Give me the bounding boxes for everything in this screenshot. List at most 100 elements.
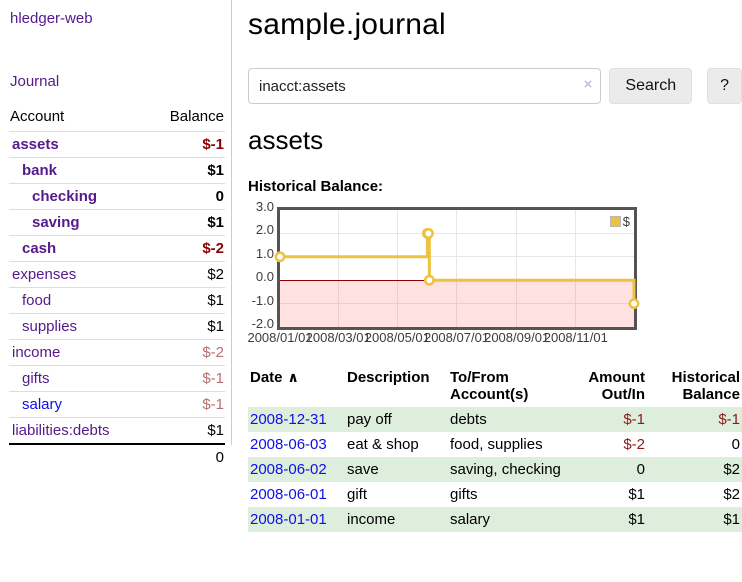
help-button[interactable]: ? bbox=[707, 68, 742, 104]
register-description-cell: pay off bbox=[347, 411, 392, 428]
transaction-date-link[interactable]: 2008-06-02 bbox=[250, 461, 327, 478]
register-description-cell: income bbox=[347, 511, 396, 528]
data-point-marker[interactable] bbox=[423, 274, 435, 286]
transaction-date-link[interactable]: 2008-06-03 bbox=[250, 436, 327, 453]
x-axis-tick-label: 2008/09/01 bbox=[484, 330, 550, 345]
register-amount-cell: $-1 bbox=[623, 411, 645, 428]
date-column-header[interactable]: Date ∧ bbox=[250, 369, 299, 386]
search-bar: × Search ? bbox=[248, 68, 742, 104]
account-link-liabilities-debts[interactable]: liabilities:debts bbox=[12, 422, 110, 439]
register-row: 2008-12-31 pay off debts $-1 $-1 bbox=[248, 407, 742, 432]
register-date-cell: 2008-12-31 bbox=[248, 407, 345, 432]
y-axis-tick-label: 1.0 bbox=[255, 245, 274, 261]
chart-legend: $ bbox=[609, 214, 630, 229]
sidebar-item-journal[interactable]: Journal bbox=[10, 73, 60, 90]
vertical-gridline bbox=[396, 210, 398, 327]
account-link-gifts[interactable]: gifts bbox=[22, 370, 50, 387]
x-axis-tick-label: 2008/05/01 bbox=[364, 330, 430, 345]
transaction-date-link[interactable]: 2008-06-01 bbox=[250, 486, 327, 503]
account-tree-body: assets $-1 bank $1 checking 0 saving $1 cash $-2 e… bbox=[9, 131, 225, 445]
register-row: 2008-06-03 eat & shop food, supplies $-2… bbox=[248, 432, 742, 457]
account-row: salary $-1 bbox=[9, 391, 225, 418]
register-row: 2008-06-01 gift gifts $1 $2 bbox=[248, 482, 742, 507]
account-balance: $2 bbox=[148, 261, 225, 288]
series-line-svg bbox=[274, 227, 640, 310]
register-balance-cell: 0 bbox=[731, 436, 740, 453]
register-description-cell: eat & shop bbox=[347, 436, 419, 453]
transaction-date-link[interactable]: 2008-01-01 bbox=[250, 511, 327, 528]
sort-ascending-icon: ∧ bbox=[287, 369, 299, 385]
account-link-supplies[interactable]: supplies bbox=[22, 318, 78, 335]
transaction-date-link[interactable]: 2008-12-31 bbox=[250, 411, 327, 428]
data-point-marker[interactable] bbox=[628, 298, 640, 310]
account-balance: $-1 bbox=[148, 131, 225, 158]
legend-swatch-icon bbox=[609, 216, 621, 227]
y-axis-tick-label: -2.0 bbox=[251, 316, 274, 331]
chart-title: Historical Balance: bbox=[248, 178, 384, 195]
account-link-food[interactable]: food bbox=[22, 292, 52, 309]
account-link-salary[interactable]: salary bbox=[22, 396, 63, 413]
account-balance: $-2 bbox=[148, 235, 225, 262]
register-accounts-cell: debts bbox=[450, 411, 487, 428]
data-point-marker[interactable] bbox=[274, 251, 286, 263]
register-header-row: Date ∧ Description To/From Account(s) Amou… bbox=[248, 367, 742, 407]
account-table-header-row: Account Balance bbox=[9, 106, 225, 132]
x-axis-tick-label: 2008/03/01 bbox=[305, 330, 371, 345]
register-amount-cell: $-2 bbox=[623, 436, 645, 453]
account-row: expenses $2 bbox=[9, 261, 225, 288]
register-amount-cell: $1 bbox=[628, 511, 645, 528]
register-date-cell: 2008-06-03 bbox=[248, 432, 345, 457]
account-link-assets[interactable]: assets bbox=[12, 136, 59, 153]
chart-plot-area[interactable]: $ bbox=[274, 207, 640, 330]
account-link-bank[interactable]: bank bbox=[22, 162, 58, 179]
account-link-checking[interactable]: checking bbox=[32, 188, 98, 205]
x-axis-tick-label: 2008/07/01 bbox=[423, 330, 490, 345]
historical-balance-chart: $ 3.0 2.0 1.0 0.0 -1.0 -2.0 2008/01/01 2008/03/… bbox=[247, 199, 668, 347]
search-button[interactable]: Search bbox=[609, 68, 693, 104]
account-balance: $-1 bbox=[148, 391, 225, 418]
balance-column-header: Balance bbox=[148, 106, 225, 132]
account-row: checking 0 bbox=[9, 183, 225, 210]
x-axis-tick-label: 2008/11/01 bbox=[543, 330, 608, 345]
account-balance: $1 bbox=[148, 417, 225, 445]
account-row: saving $1 bbox=[9, 209, 225, 236]
total-balance: 0 bbox=[148, 443, 225, 470]
register-amount-cell: $1 bbox=[628, 486, 645, 503]
y-axis-tick-label: 0.0 bbox=[255, 269, 274, 285]
register-date-cell: 2008-06-01 bbox=[248, 482, 345, 507]
amount-column-header: Amount Out/In bbox=[588, 369, 645, 403]
register-balance-cell: $2 bbox=[723, 461, 740, 478]
account-row: assets $-1 bbox=[9, 131, 225, 158]
register-date-cell: 2008-01-01 bbox=[248, 507, 345, 532]
horizontal-gridline bbox=[280, 256, 634, 258]
account-row: food $1 bbox=[9, 287, 225, 314]
register-row: 2008-06-02 save saving, checking 0 $2 bbox=[248, 457, 742, 482]
account-link-income[interactable]: income bbox=[12, 344, 61, 361]
negative-region-shading bbox=[280, 280, 634, 327]
account-balance: $-2 bbox=[148, 339, 225, 366]
account-total-row: 0 bbox=[9, 443, 225, 470]
app-brand-link[interactable]: hledger-web bbox=[10, 10, 93, 27]
register-accounts-cell: gifts bbox=[450, 486, 478, 503]
account-column-header: Account bbox=[9, 106, 149, 132]
register-table: Date ∧ Description To/From Account(s) Amou… bbox=[248, 367, 742, 532]
account-row: liabilities:debts $1 bbox=[9, 417, 225, 445]
register-description-cell: save bbox=[347, 461, 379, 478]
account-row: bank $1 bbox=[9, 157, 225, 184]
account-row: income $-2 bbox=[9, 339, 225, 366]
clear-search-icon[interactable]: × bbox=[583, 76, 593, 93]
main-content: sample.journal × Search ? assets Histori… bbox=[247, 0, 742, 532]
legend-label: $ bbox=[622, 214, 630, 229]
account-link-saving[interactable]: saving bbox=[32, 214, 80, 231]
account-balance: 0 bbox=[148, 183, 225, 210]
data-point-marker[interactable] bbox=[422, 227, 434, 239]
register-balance-cell: $1 bbox=[723, 511, 740, 528]
horizontal-gridline bbox=[280, 232, 634, 234]
description-column-header: Description bbox=[347, 369, 430, 386]
account-balance: $1 bbox=[148, 157, 225, 184]
account-link-expenses[interactable]: expenses bbox=[12, 266, 77, 283]
register-date-cell: 2008-06-02 bbox=[248, 457, 345, 482]
account-link-cash[interactable]: cash bbox=[22, 240, 57, 257]
search-input[interactable] bbox=[248, 68, 602, 104]
x-axis-tick-label: 2008/01/01 bbox=[247, 330, 313, 345]
